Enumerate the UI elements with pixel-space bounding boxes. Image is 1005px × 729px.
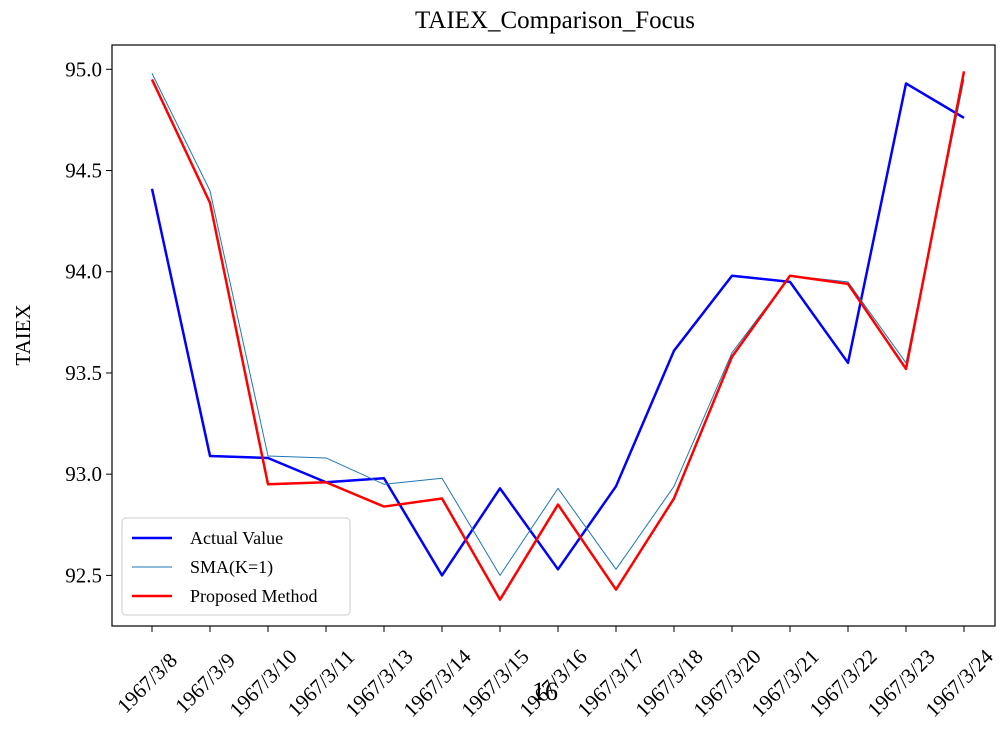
- series-line: [150, 71, 966, 601]
- y-tick-label: 94.5: [65, 159, 102, 183]
- y-tick-label: 93.0: [65, 462, 102, 486]
- legend-box: [121, 517, 351, 616]
- y-tick-label: 92.5: [65, 563, 102, 587]
- annotation: 16: [532, 677, 558, 706]
- x-tick-label: 1967/3/8: [112, 648, 182, 718]
- legend-label: Actual Value: [190, 528, 283, 548]
- series-line: [150, 82, 965, 577]
- y-axis-label: TAIEX: [11, 304, 35, 365]
- series-line: [151, 73, 965, 576]
- y-tick-label: 95.0: [65, 57, 102, 81]
- chart-title: TAIEX_Comparison_Focus: [415, 7, 695, 34]
- legend-label: Proposed Method: [190, 586, 318, 606]
- y-tick-label: 93.5: [65, 361, 102, 385]
- plot-frame: [111, 44, 996, 627]
- y-tick-label: 94.0: [65, 260, 102, 284]
- legend-label: SMA(K=1): [190, 557, 273, 578]
